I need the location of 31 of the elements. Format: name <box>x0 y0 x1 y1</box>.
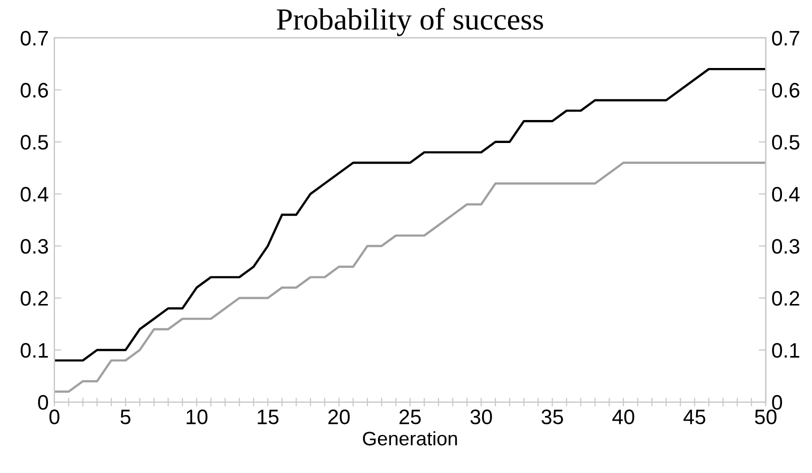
y2-tick-label: 0.5 <box>772 134 800 150</box>
y-tick-label: 0.3 <box>20 238 48 254</box>
chart-title: Probability of success <box>276 8 544 36</box>
y-tick-label: 0.6 <box>20 82 48 98</box>
x-tick-label: 40 <box>612 410 634 424</box>
x-tick-label: 10 <box>186 410 208 424</box>
y2-tick-label: 0.6 <box>772 82 800 98</box>
y-tick-label: 0.4 <box>20 186 48 202</box>
x-tick-label: 5 <box>120 410 130 424</box>
x-tick-label: 35 <box>542 410 564 424</box>
x-tick-label: 20 <box>328 410 350 424</box>
x-tick-label: 25 <box>400 410 421 424</box>
y-tick-label: 0.2 <box>20 290 48 306</box>
line-series <box>54 162 766 393</box>
x-tick-label: 15 <box>258 410 279 424</box>
x-tick-label: 50 <box>754 410 776 424</box>
y2-tick-label: 0 <box>772 395 782 410</box>
y-tick-label: 0.7 <box>20 30 48 46</box>
y-tick-label: 0 <box>38 395 48 410</box>
x-axis-title: Generation <box>362 431 457 446</box>
x-tick-label: 30 <box>470 410 492 424</box>
x-tick-label: 45 <box>683 410 706 424</box>
y2-tick-label: 0.4 <box>772 186 800 202</box>
x-tick-label: 0 <box>49 410 60 424</box>
y2-tick-label: 0.1 <box>772 343 800 358</box>
y2-tick-label: 0.2 <box>772 290 800 306</box>
y2-tick-label: 0.7 <box>772 30 800 46</box>
y-tick-label: 0.1 <box>20 343 48 358</box>
y2-tick-label: 0.3 <box>772 238 800 254</box>
y-tick-label: 0.5 <box>20 134 48 150</box>
line-series <box>54 68 766 362</box>
